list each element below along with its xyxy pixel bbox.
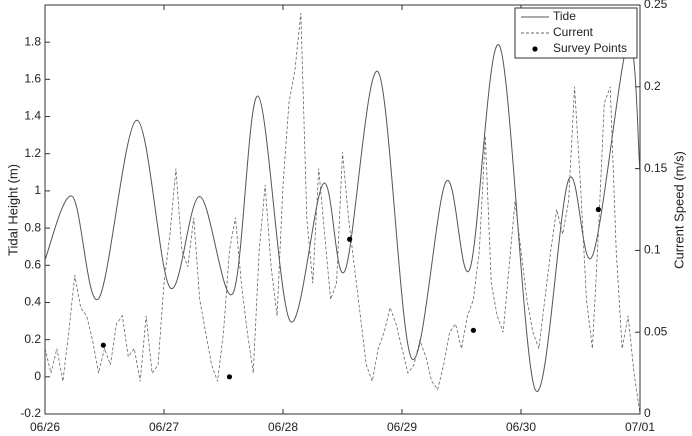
x-tick-label: 06/28 xyxy=(268,420,298,434)
series-line xyxy=(44,13,641,415)
y-tick-label: 0 xyxy=(34,369,41,383)
survey-point xyxy=(226,374,233,380)
x-tick-label: 06/26 xyxy=(30,420,60,434)
y-tick-label: 0.6 xyxy=(24,257,41,271)
y2-tick-label: 0.25 xyxy=(644,0,668,11)
y2-tick-label: 0.15 xyxy=(644,161,668,175)
y2-axis-label: Current Speed (m/s) xyxy=(671,151,686,269)
y-tick-label: 1.4 xyxy=(24,109,41,123)
y-tick-label: 1.6 xyxy=(24,72,41,86)
legend-label: Survey Points xyxy=(553,41,627,55)
series-line xyxy=(44,40,641,392)
legend-label: Tide xyxy=(553,9,576,23)
y-axis-label: Tidal Height (m) xyxy=(5,164,20,256)
y-tick-label: 0.2 xyxy=(24,332,41,346)
y2-tick-label: 0.1 xyxy=(644,243,661,257)
y-tick-label: 1 xyxy=(34,183,41,197)
survey-point xyxy=(595,206,601,213)
y-tick-label: 1.8 xyxy=(24,34,41,48)
survey-point xyxy=(347,236,353,242)
survey-point xyxy=(100,342,106,348)
legend-label: Current xyxy=(553,25,594,39)
plot-frame xyxy=(44,4,641,415)
y2-tick-label: 0.2 xyxy=(644,79,661,93)
legend-swatch xyxy=(532,46,538,52)
y-tick-label: -0.2 xyxy=(20,406,41,420)
survey-point xyxy=(470,327,476,333)
y-tick-label: 0.4 xyxy=(24,295,41,309)
y2-tick-label: 0.05 xyxy=(644,324,668,338)
x-tick-label: 06/30 xyxy=(506,420,536,434)
y-tick-label: 1.2 xyxy=(24,146,41,160)
x-tick-label: 06/27 xyxy=(149,420,179,434)
y-tick-label: 0.8 xyxy=(24,220,41,234)
x-tick-label: 07/01 xyxy=(625,420,655,434)
y2-tick-label: 0 xyxy=(644,406,651,420)
x-tick-label: 06/29 xyxy=(387,420,417,434)
